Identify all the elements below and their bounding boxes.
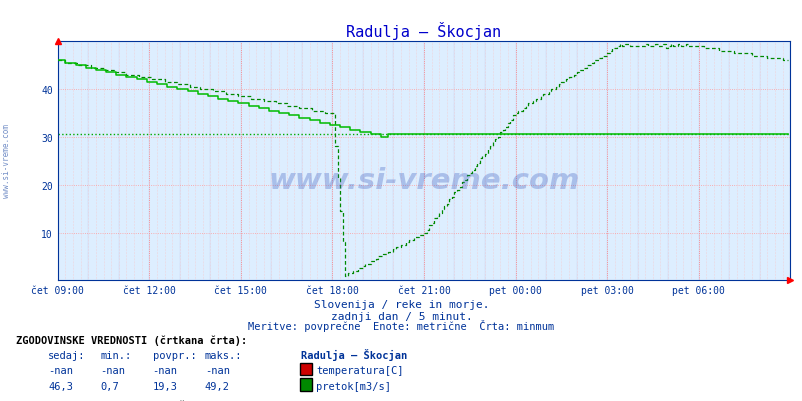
Text: 0,7: 0,7 [100,381,119,391]
Text: 19,3: 19,3 [152,381,177,391]
Title: Radulja – Škocjan: Radulja – Škocjan [346,22,501,40]
Text: www.si-vreme.com: www.si-vreme.com [268,166,579,194]
Text: pretok[m3/s]: pretok[m3/s] [316,381,391,391]
Text: 46,3: 46,3 [48,381,73,391]
Text: ZGODOVINSKE VREDNOSTI (črtkana črta):: ZGODOVINSKE VREDNOSTI (črtkana črta): [16,334,247,345]
Text: www.si-vreme.com: www.si-vreme.com [2,124,11,197]
Text: Slovenija / reke in morje.: Slovenija / reke in morje. [314,299,488,309]
Text: temperatura[C]: temperatura[C] [316,365,403,375]
Text: povpr.:: povpr.: [152,350,196,360]
Text: -nan: -nan [152,365,177,375]
Text: TRENUTNE VREDNOSTI (polna črta):: TRENUTNE VREDNOSTI (polna črta): [16,399,216,401]
Text: 49,2: 49,2 [205,381,229,391]
Text: maks.:: maks.: [205,350,242,360]
Text: Meritve: povprečne  Enote: metrične  Črta: minmum: Meritve: povprečne Enote: metrične Črta:… [248,320,554,332]
Text: sedaj:: sedaj: [48,350,86,360]
Text: -nan: -nan [205,365,229,375]
Text: -nan: -nan [100,365,125,375]
Text: -nan: -nan [48,365,73,375]
Text: zadnji dan / 5 minut.: zadnji dan / 5 minut. [330,311,472,321]
Text: min.:: min.: [100,350,132,360]
Text: Radulja – Škocjan: Radulja – Škocjan [301,348,407,360]
